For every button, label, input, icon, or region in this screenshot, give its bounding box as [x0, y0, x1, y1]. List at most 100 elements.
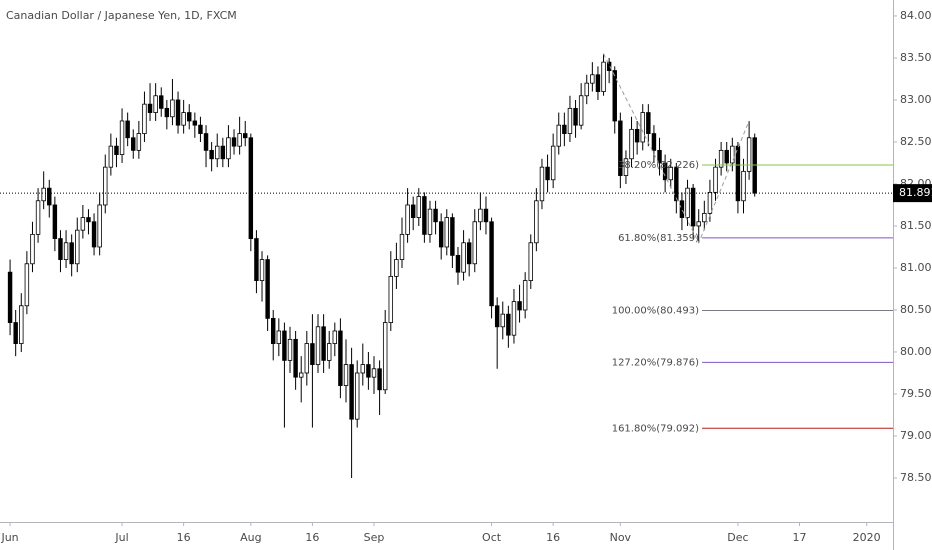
- candle-body: [41, 187, 46, 202]
- candle-body: [349, 364, 354, 420]
- candle-body: [13, 322, 18, 344]
- y-tick-label: 79.500: [900, 387, 932, 400]
- candle-body: [388, 275, 394, 323]
- candle-body: [136, 133, 142, 151]
- candle-body: [394, 259, 399, 277]
- candle-body: [159, 95, 164, 109]
- candle-body: [746, 137, 752, 172]
- candle-body: [584, 82, 589, 97]
- candle-body: [360, 364, 366, 374]
- candle-body: [444, 217, 449, 248]
- candle-body: [276, 330, 282, 344]
- candle-body: [528, 242, 533, 281]
- candle-body: [461, 242, 466, 273]
- y-tick-label: 81.500: [900, 219, 932, 232]
- x-tick-label: Sep: [364, 531, 385, 544]
- candle-body: [254, 238, 259, 281]
- candle-body: [371, 368, 377, 378]
- candle-body: [338, 330, 343, 386]
- x-tick-label: Oct: [482, 531, 502, 544]
- candle-body: [7, 271, 13, 323]
- candle-body: [674, 166, 679, 202]
- candle-body: [590, 74, 595, 84]
- candle-body: [455, 254, 461, 273]
- candle-body: [478, 208, 483, 223]
- candle-body: [567, 107, 573, 134]
- y-tick-label: 80.500: [900, 303, 932, 316]
- candle-body: [164, 107, 170, 118]
- candle-body: [63, 242, 69, 260]
- candle-body: [382, 322, 388, 391]
- y-tick-label: 78.500: [900, 471, 932, 484]
- fib-label: 127.20%(79.876): [612, 357, 699, 368]
- candle-body: [298, 372, 304, 378]
- candle-body: [662, 162, 668, 181]
- y-tick-label: 80.000: [900, 345, 932, 358]
- candle-body: [494, 305, 500, 328]
- last-price-box: [893, 184, 932, 203]
- candle-body: [131, 137, 136, 151]
- candle-body: [114, 145, 119, 155]
- candle-body: [58, 238, 63, 260]
- candle-body: [606, 61, 612, 71]
- candle-body: [354, 372, 360, 420]
- candle-body: [282, 330, 287, 361]
- candle-body: [735, 145, 741, 202]
- candle-body: [259, 259, 265, 281]
- candle-body: [119, 120, 125, 155]
- x-tick-label: Nov: [610, 531, 632, 544]
- chart-title: Canadian Dollar / Japanese Yen, 1D, FXCM: [6, 9, 237, 22]
- candle-body: [293, 338, 298, 378]
- candle-body: [97, 204, 102, 248]
- candle-body: [640, 112, 645, 143]
- fib-label: 38.20%(82.226): [618, 160, 699, 171]
- candle-body: [377, 368, 382, 391]
- candle-body: [612, 70, 617, 122]
- x-tick-label: Jul: [114, 531, 128, 544]
- candle-body: [153, 95, 158, 113]
- candle-body: [226, 137, 231, 160]
- candle-body: [405, 204, 410, 235]
- candle-body: [181, 112, 186, 126]
- candle-body: [601, 61, 606, 92]
- candle-body: [629, 128, 634, 160]
- y-tick-label: 82.500: [900, 135, 932, 148]
- candle-body: [248, 137, 254, 239]
- candle-body: [651, 133, 657, 151]
- fib-label: 100.00%(80.493): [612, 306, 699, 317]
- candle-body: [237, 133, 242, 147]
- candle-body: [103, 166, 108, 206]
- candle-body: [483, 208, 489, 223]
- candle-body: [142, 103, 147, 134]
- candle-body: [562, 124, 567, 134]
- candle-body: [472, 221, 477, 265]
- candle-body: [685, 187, 690, 218]
- candle-body: [707, 191, 713, 214]
- candle-body: [517, 301, 522, 311]
- candle-body: [332, 330, 338, 344]
- candle-body: [578, 95, 584, 126]
- x-tick-label: Aug: [240, 531, 261, 544]
- candle-body: [730, 145, 735, 164]
- x-tick-label: 16: [546, 531, 560, 544]
- candle-body: [506, 313, 511, 336]
- candle-body: [668, 166, 673, 181]
- x-tick-label: 16: [177, 531, 191, 544]
- candle-body: [713, 166, 718, 193]
- candle-body: [108, 145, 114, 168]
- pattern-line: [603, 53, 750, 244]
- candle-body: [690, 187, 696, 227]
- candle-body: [522, 280, 528, 311]
- candle-body: [91, 221, 97, 248]
- candle-body: [69, 242, 74, 265]
- candle-body: [410, 204, 416, 218]
- fib-label: 61.80%(81.359): [618, 233, 699, 244]
- candle-body: [326, 343, 332, 361]
- y-tick-label: 83.000: [900, 93, 932, 106]
- candle-body: [450, 217, 455, 256]
- candle-body: [545, 166, 550, 181]
- candle-body: [30, 233, 35, 265]
- x-tick-label: 17: [793, 531, 807, 544]
